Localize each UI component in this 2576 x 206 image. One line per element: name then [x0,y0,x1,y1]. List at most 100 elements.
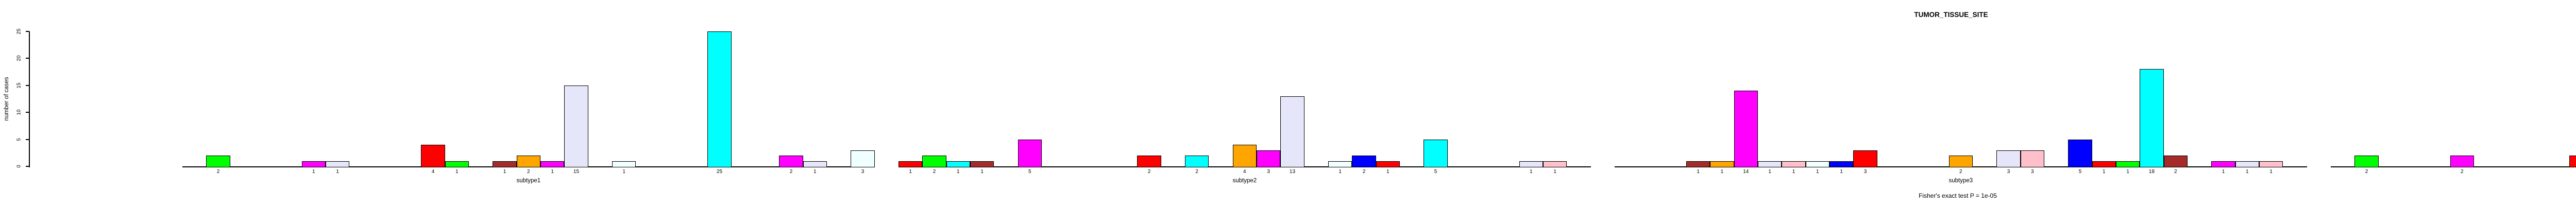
bar [1805,161,1829,167]
bar-value-label: 5 [1434,169,1437,175]
bar [206,156,230,167]
bar-value-label: 3 [1267,169,1270,175]
bar [2092,161,2116,167]
bar-value-label: 1 [1386,169,1389,175]
bar-value-label: 4 [1243,169,1246,175]
y-tick-label: 0 [16,165,22,168]
bar-value-label: 3 [861,169,865,175]
y-tick-label: 15 [16,82,22,89]
bar-value-label: 4 [431,169,435,175]
bar [421,145,445,167]
bar [1018,139,1042,167]
bar-value-label: 3 [2007,169,2010,175]
bar [1686,161,1710,167]
bar-value-label: 2 [1959,169,1962,175]
bar-value-label: 2 [216,169,220,175]
bar [1184,156,1209,167]
bar-value-label: 1 [2246,169,2249,175]
fisher-test-note: Fisher's exact test P = 1e-05 [1919,192,1997,199]
bar [1376,161,1400,167]
bar [946,161,970,167]
bar [1782,161,1806,167]
bar-value-label: 2 [933,169,936,175]
y-tick-label: 20 [16,55,22,61]
bar-value-label: 1 [814,169,817,175]
bar-value-label: 1 [455,169,459,175]
bar [1853,150,1877,167]
bar [1543,161,1567,167]
bar [707,31,732,167]
bar [970,161,994,167]
bar [612,161,636,167]
bar [1280,96,1304,167]
y-axis-label: number of cases [4,77,10,121]
bar [2569,156,2576,167]
bar [1232,145,1257,167]
bar [2259,161,2283,167]
bar-value-label: 2 [1195,169,1198,175]
bar [1519,161,1543,167]
bar [779,156,803,167]
bar [564,85,588,167]
group-label-subtype1: subtype1 [516,178,541,184]
bar-value-label: 1 [1697,169,1700,175]
bar [1137,156,1161,167]
bar-value-label: 18 [2148,169,2155,175]
bar [1948,156,1973,167]
bar-value-label: 5 [2078,169,2082,175]
bar-value-label: 1 [1720,169,1724,175]
bar-value-label: 1 [1553,169,1556,175]
bar-value-label: 2 [2174,169,2177,175]
bar [1829,161,1854,167]
bar-value-label: 1 [2126,169,2129,175]
bar-value-label: 14 [1743,169,1749,175]
bar [2068,139,2092,167]
bar [2020,150,2044,167]
bar-value-label: 5 [1028,169,1031,175]
bar [1328,161,1352,167]
y-tick [26,112,29,113]
bar [1710,161,1734,167]
bar-value-label: 1 [551,169,554,175]
bar-value-label: 2 [1362,169,1366,175]
bar [325,161,350,167]
y-tick [26,31,29,32]
bar [1734,91,1758,167]
bar [851,150,875,167]
bar [2140,69,2164,167]
bar [1423,139,1448,167]
y-tick-label: 10 [16,109,22,115]
bar [803,161,827,167]
bar-value-label: 13 [1289,169,1296,175]
bar-value-label: 1 [2103,169,2106,175]
y-tick [26,84,29,86]
bar-value-label: 1 [2269,169,2273,175]
chart-title: TUMOR_TISSUE_SITE [1914,11,1988,19]
bar-value-label: 2 [527,169,530,175]
bar-value-label: 1 [980,169,984,175]
bar-value-label: 1 [336,169,339,175]
bar [301,161,326,167]
bar [2235,161,2259,167]
bar-value-label: 1 [1768,169,1771,175]
bar-value-label: 2 [789,169,793,175]
group-label-subtype2: subtype2 [1232,178,1257,184]
bar-value-label: 3 [1863,169,1867,175]
y-axis-line [29,31,30,167]
bar-value-label: 1 [1530,169,1533,175]
bar [1256,150,1281,167]
y-tick-label: 25 [16,28,22,35]
bar-value-label: 25 [716,169,723,175]
y-tick-label: 5 [16,138,22,141]
bar [540,161,565,167]
y-tick [26,166,29,167]
bar-value-label: 1 [1840,169,1843,175]
bar [2450,156,2474,167]
bar-value-label: 2 [2569,169,2576,175]
bar [516,156,540,167]
group-label-subtype3: subtype3 [1948,178,1973,184]
y-tick [26,58,29,59]
bar-value-label: 3 [2031,169,2034,175]
bar [445,161,469,167]
